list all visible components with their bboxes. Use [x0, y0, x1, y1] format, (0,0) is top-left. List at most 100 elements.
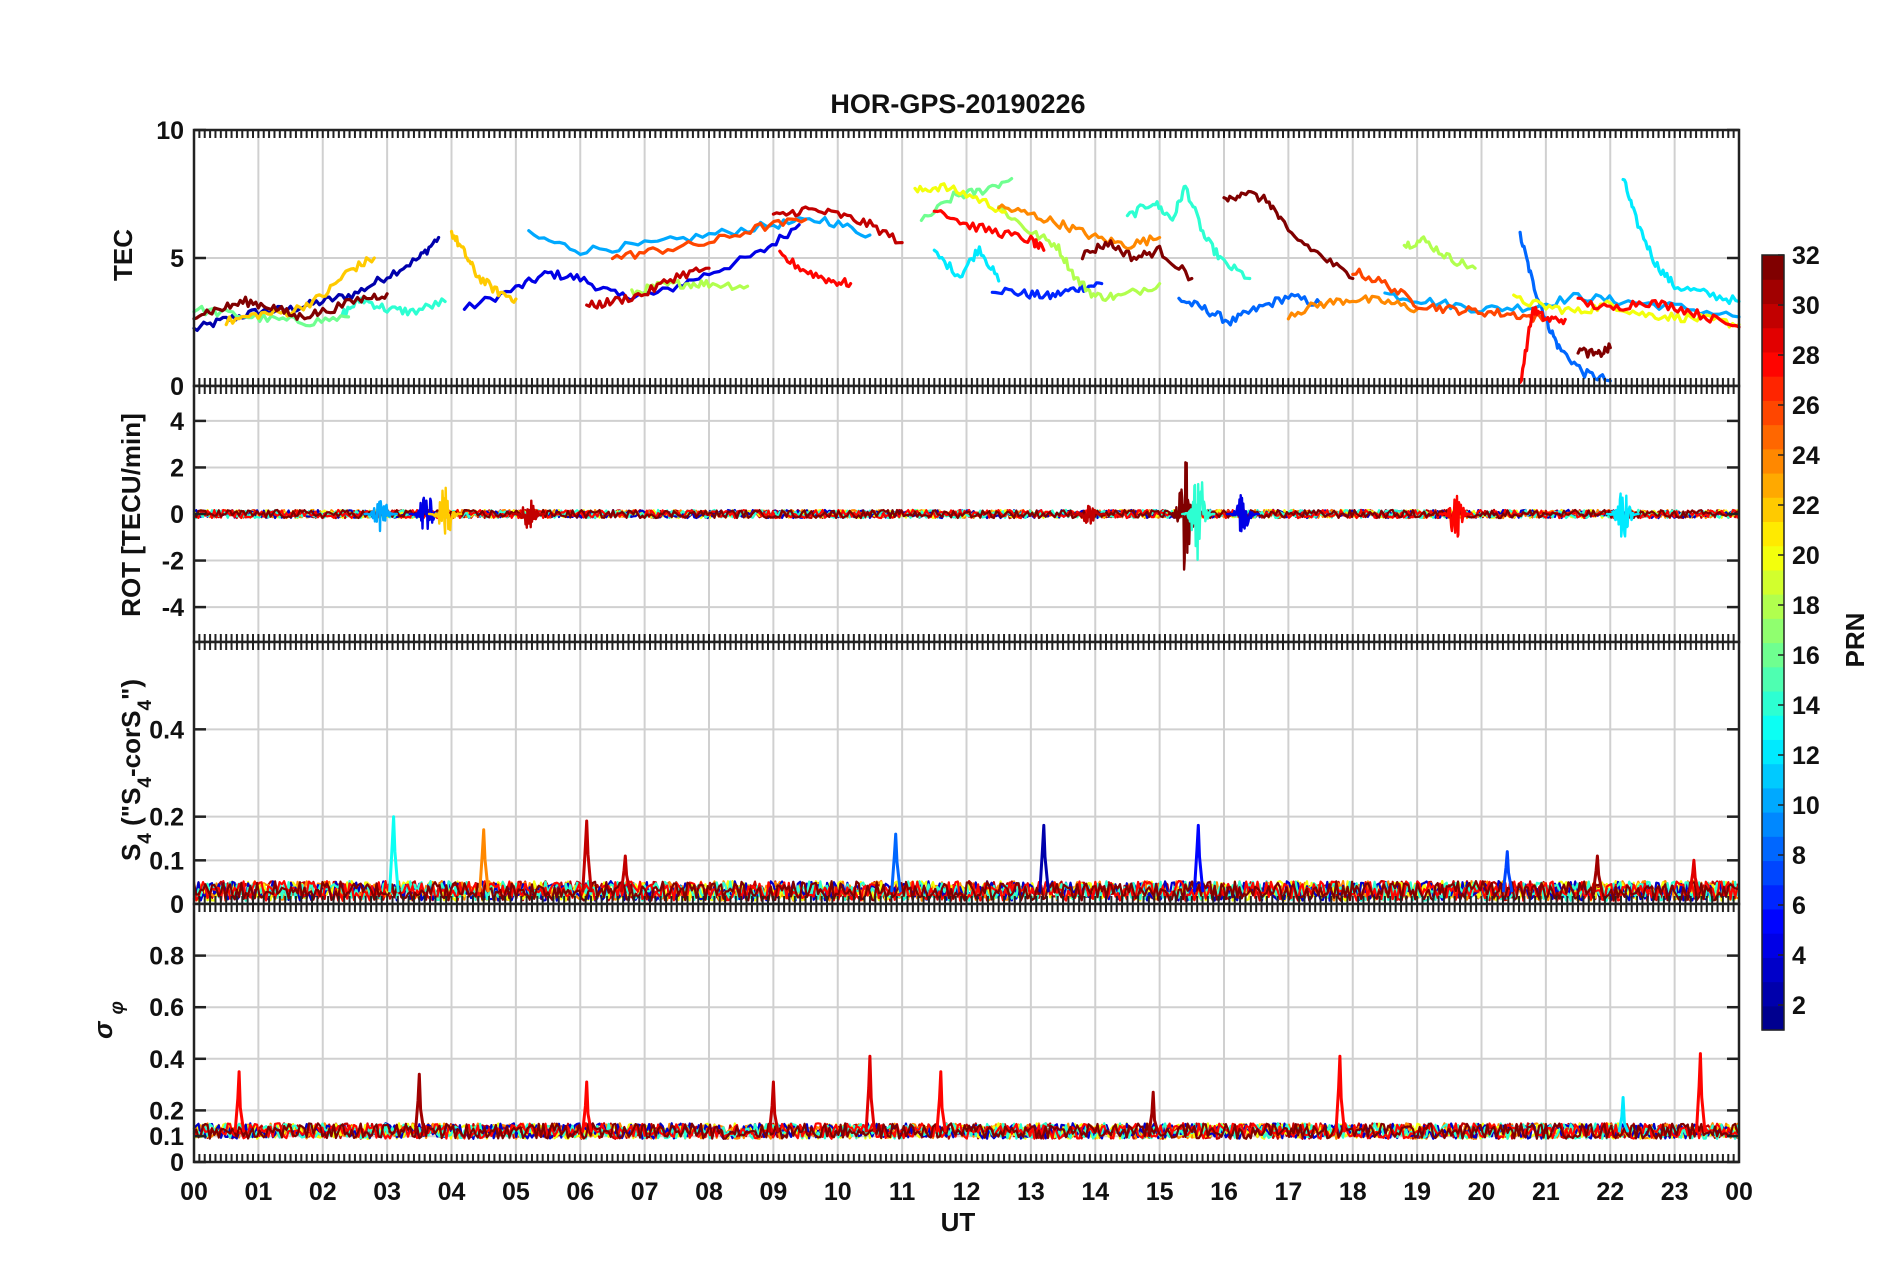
x-tick-label: 15: [1146, 1178, 1174, 1206]
tec-series-line: [630, 278, 750, 298]
s4-minor-ticks: [193, 642, 1740, 904]
colorbar-segment: [1762, 908, 1784, 934]
colorbar-segment: [1762, 351, 1784, 377]
x-tick-label: 00: [1725, 1178, 1753, 1206]
colorbar-segment: [1762, 642, 1784, 668]
y-tick-label: 0.4: [149, 716, 184, 744]
x-tick-label: 17: [1274, 1178, 1302, 1206]
rot-burst: [511, 499, 546, 529]
x-tick-label: 01: [244, 1178, 272, 1206]
x-tick-label: 14: [1081, 1178, 1109, 1206]
tec-series-line: [462, 223, 801, 311]
colorbar-segment: [1762, 327, 1784, 353]
tec-series-line: [997, 205, 1162, 302]
s4-series-line: [192, 880, 1739, 902]
y-tick-label: 10: [156, 117, 184, 145]
tec-series-line: [585, 266, 711, 310]
x-tick-label: 16: [1210, 1178, 1238, 1206]
rot-minor-ticks: [193, 386, 1740, 642]
colorbar-tick-label: 6: [1792, 892, 1806, 920]
tec-series-line: [610, 217, 808, 261]
tec-series-line: [1351, 267, 1548, 323]
y-tick-label: 0.2: [149, 1097, 184, 1125]
x-tick-label: 08: [695, 1178, 723, 1206]
sigma-spike: [935, 1070, 947, 1133]
tec-series-line: [913, 182, 1007, 214]
colorbar-segment: [1762, 933, 1784, 958]
y-tick-label: 0.1: [149, 847, 184, 875]
rot-data: [192, 461, 1739, 571]
rot-series-line: [192, 508, 1739, 520]
sigma-minor-ticks: [193, 904, 1740, 1162]
y-tick-label: -4: [162, 594, 184, 622]
sigma-spike: [233, 1070, 246, 1133]
rot-axis-label: ROT [TECU/min]: [116, 413, 146, 617]
tec-series-line: [1621, 177, 1741, 305]
sigma-spike: [414, 1072, 426, 1133]
tec-data: [192, 177, 1741, 384]
colorbar-segment: [1762, 884, 1784, 910]
tec-minor-ticks: [193, 130, 1740, 386]
x-tick-label: 12: [953, 1178, 981, 1206]
colorbar-segment: [1762, 279, 1784, 305]
colorbar-segment: [1762, 448, 1784, 474]
rot-burst: [1180, 481, 1216, 561]
tec-series-line: [1512, 293, 1741, 329]
colorbar-tick-label: 8: [1792, 842, 1806, 870]
colorbar-segment: [1762, 836, 1784, 862]
s4-spike: [1592, 854, 1604, 893]
s4-axis-label: S4 ("S4-corS4"): [116, 679, 156, 861]
colorbar-segment: [1762, 594, 1784, 619]
colorbar-segment: [1762, 812, 1784, 837]
colorbar-tick-label: 24: [1792, 442, 1820, 470]
rot-burst: [363, 500, 398, 533]
colorbar-segment: [1762, 690, 1784, 716]
sigma-series-line: [192, 1122, 1739, 1140]
x-tick-labels: 00 01 02 03 04 05 06 07 08 09 10 11 12 13 14 15 16 17 18 19…: [180, 1178, 1753, 1206]
colorbar-segment: [1762, 1005, 1784, 1031]
sigma-panel: 00.10.2 0.4 0.6 0.8: [149, 902, 1741, 1177]
colorbar-segment: [1762, 666, 1784, 692]
s4-spike: [890, 832, 902, 893]
tec-series-line: [1518, 305, 1567, 384]
y-tick-label: 0.1: [149, 1123, 184, 1151]
y-tick-label: 2: [170, 454, 184, 482]
colorbar-tick-label: 2: [1792, 992, 1806, 1020]
s4-spike: [1501, 850, 1514, 893]
sigma-spike: [864, 1054, 876, 1133]
colorbar-tick-label: 28: [1792, 342, 1820, 370]
colorbar-segment: [1762, 981, 1784, 1007]
y-tick-label: 0.2: [149, 804, 184, 832]
colorbar-segment: [1762, 497, 1784, 523]
sigma-spike: [768, 1080, 780, 1133]
s4-spike: [620, 854, 632, 893]
tec-series-line: [932, 245, 1001, 283]
rot-burst: [1438, 494, 1473, 538]
tec-series-line: [1222, 189, 1355, 281]
tec-series-line: [997, 203, 1162, 251]
y-tick-label: 0: [170, 1149, 184, 1177]
x-tick-label: 02: [309, 1178, 337, 1206]
tec-series-line: [192, 304, 351, 328]
y-tick-label: 0: [170, 501, 184, 529]
colorbar-segment: [1762, 545, 1784, 571]
colorbar-segment: [1762, 521, 1784, 547]
colorbar-tick-label: 18: [1792, 592, 1820, 620]
tec-panel: 0 5 10: [156, 117, 1741, 401]
colorbar-segment: [1762, 472, 1784, 498]
colorbar-tick-label: 10: [1792, 792, 1820, 820]
colorbar-segment: [1762, 376, 1784, 401]
colorbar-segment: [1762, 957, 1784, 983]
colorbar-segment: [1762, 618, 1784, 644]
sigma-data: [192, 1052, 1739, 1140]
colorbar-frame: [1761, 254, 1785, 1031]
colorbar-segment: [1762, 424, 1784, 450]
s4-spike: [1192, 823, 1205, 893]
colorbar-tick-label: 30: [1792, 292, 1820, 320]
tec-series-line: [1576, 296, 1741, 329]
s4-data: [192, 815, 1739, 902]
sigma-spike: [1147, 1090, 1160, 1133]
rot-burst: [1605, 492, 1640, 538]
